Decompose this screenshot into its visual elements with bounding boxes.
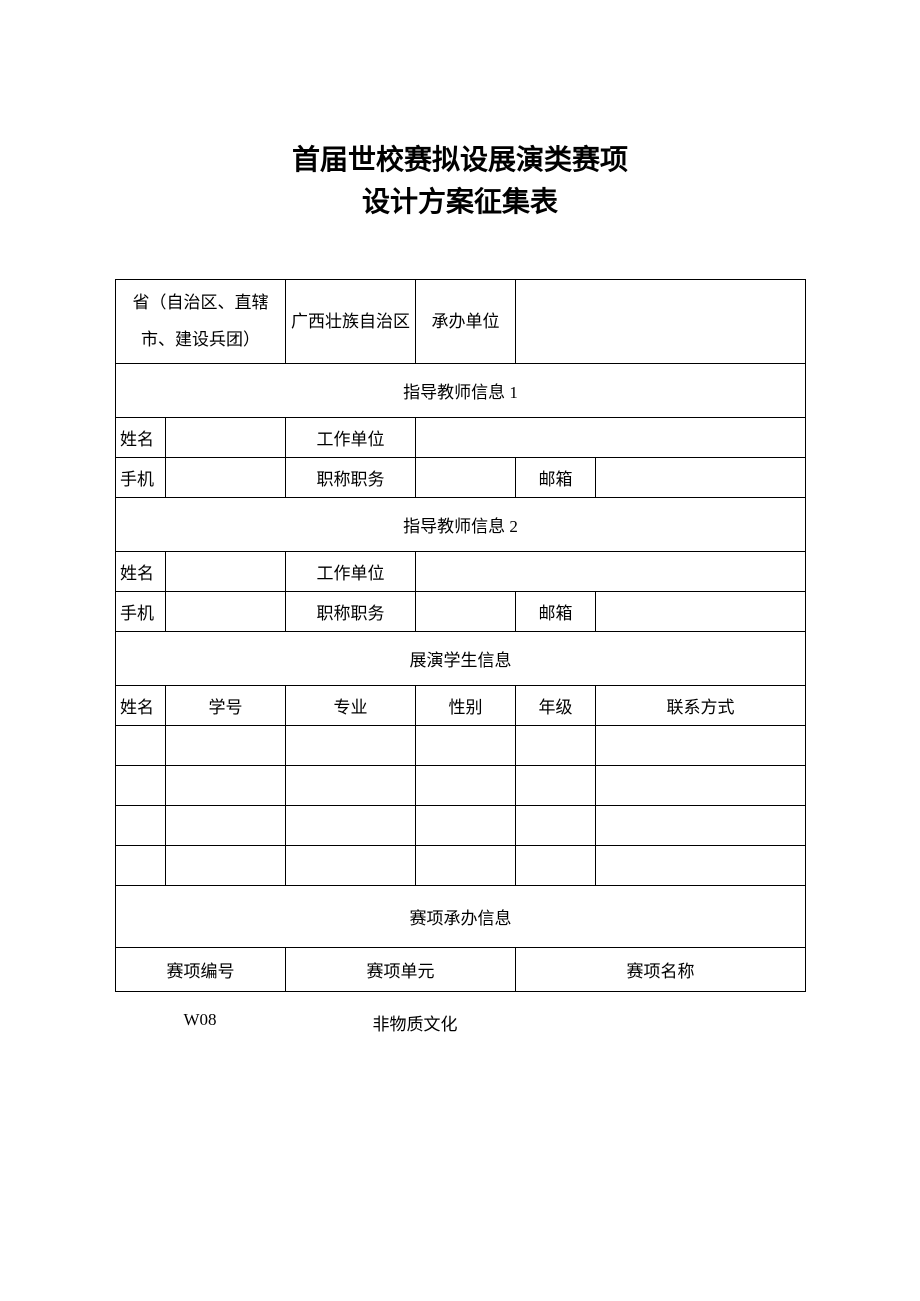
teacher1-phone-row: 手机 职称职务 邮箱	[116, 457, 806, 497]
teacher1-name-label: 姓名	[116, 417, 166, 457]
teacher2-name-row: 姓名 工作单位	[116, 551, 806, 591]
student-contact	[596, 845, 806, 885]
teacher1-workunit-label: 工作单位	[286, 417, 416, 457]
event-code-value: W08	[115, 1010, 285, 1035]
teacher2-title-value	[416, 591, 516, 631]
teacher1-phone-value	[166, 457, 286, 497]
students-header-id: 学号	[166, 685, 286, 725]
teacher2-section-header: 指导教师信息 2	[116, 497, 806, 551]
teacher2-title-label: 职称职务	[286, 591, 416, 631]
student-gender	[416, 805, 516, 845]
student-id	[166, 845, 286, 885]
province-row: 省（自治区、直辖市、建设兵团） 广西壮族自治区 承办单位	[116, 280, 806, 364]
event-unit-value: 非物质文化	[285, 1010, 545, 1035]
province-label: 省（自治区、直辖市、建设兵团）	[116, 280, 286, 364]
teacher1-name-row: 姓名 工作单位	[116, 417, 806, 457]
title-line-2: 设计方案征集表	[115, 182, 805, 224]
student-major	[286, 805, 416, 845]
student-grade	[516, 805, 596, 845]
student-id	[166, 805, 286, 845]
student-name	[116, 765, 166, 805]
student-id	[166, 765, 286, 805]
teacher1-title-value	[416, 457, 516, 497]
students-header-contact: 联系方式	[596, 685, 806, 725]
province-value: 广西壮族自治区	[286, 280, 416, 364]
teacher2-email-value	[596, 591, 806, 631]
teacher1-phone-label: 手机	[116, 457, 166, 497]
event-unit-label: 赛项单元	[286, 947, 516, 991]
students-section-header: 展演学生信息	[116, 631, 806, 685]
teacher1-title-label: 职称职务	[286, 457, 416, 497]
teacher2-phone-value	[166, 591, 286, 631]
student-gender	[416, 725, 516, 765]
student-id	[166, 725, 286, 765]
students-header-gender: 性别	[416, 685, 516, 725]
students-header-grade: 年级	[516, 685, 596, 725]
title-line-1: 首届世校赛拟设展演类赛项	[115, 140, 805, 182]
student-gender	[416, 845, 516, 885]
host-value	[516, 280, 806, 364]
teacher1-name-value	[166, 417, 286, 457]
student-name	[116, 725, 166, 765]
host-label: 承办单位	[416, 280, 516, 364]
students-header-row: 姓名 学号 专业 性别 年级 联系方式	[116, 685, 806, 725]
student-contact	[596, 765, 806, 805]
teacher2-name-value	[166, 551, 286, 591]
student-contact	[596, 805, 806, 845]
teacher2-phone-row: 手机 职称职务 邮箱	[116, 591, 806, 631]
event-name-label: 赛项名称	[516, 947, 806, 991]
student-name	[116, 845, 166, 885]
teacher2-workunit-label: 工作单位	[286, 551, 416, 591]
students-header-major: 专业	[286, 685, 416, 725]
student-grade	[516, 725, 596, 765]
student-contact	[596, 725, 806, 765]
teacher2-email-label: 邮箱	[516, 591, 596, 631]
student-grade	[516, 845, 596, 885]
teacher2-workunit-value	[416, 551, 806, 591]
student-major	[286, 845, 416, 885]
teacher2-phone-label: 手机	[116, 591, 166, 631]
event-header-row: 赛项编号 赛项单元 赛项名称	[116, 947, 806, 991]
student-row	[116, 805, 806, 845]
event-values-row: W08 非物质文化	[115, 1010, 805, 1035]
event-section-row: 赛项承办信息	[116, 885, 806, 947]
teacher1-email-value	[596, 457, 806, 497]
event-section-header: 赛项承办信息	[116, 885, 806, 947]
students-header-name: 姓名	[116, 685, 166, 725]
event-code-label: 赛项编号	[116, 947, 286, 991]
teacher1-section-header: 指导教师信息 1	[116, 363, 806, 417]
teacher2-name-label: 姓名	[116, 551, 166, 591]
document-title: 首届世校赛拟设展演类赛项 设计方案征集表	[115, 140, 805, 224]
teacher1-section-row: 指导教师信息 1	[116, 363, 806, 417]
student-name	[116, 805, 166, 845]
form-table: 省（自治区、直辖市、建设兵团） 广西壮族自治区 承办单位 指导教师信息 1 姓名…	[115, 279, 806, 992]
student-row	[116, 765, 806, 805]
student-row	[116, 725, 806, 765]
students-section-row: 展演学生信息	[116, 631, 806, 685]
teacher1-workunit-value	[416, 417, 806, 457]
teacher2-section-row: 指导教师信息 2	[116, 497, 806, 551]
student-major	[286, 725, 416, 765]
student-gender	[416, 765, 516, 805]
student-row	[116, 845, 806, 885]
teacher1-email-label: 邮箱	[516, 457, 596, 497]
student-major	[286, 765, 416, 805]
student-grade	[516, 765, 596, 805]
